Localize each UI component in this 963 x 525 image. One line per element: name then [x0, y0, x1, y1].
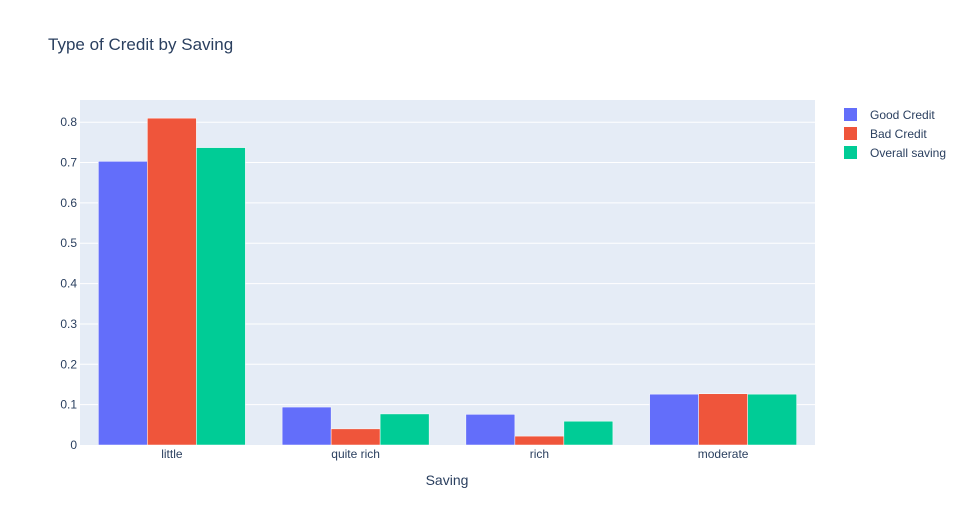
bar	[747, 393, 797, 446]
legend-label: Bad Credit	[870, 127, 927, 141]
bar	[563, 420, 614, 446]
y-tick-label: 0.7	[60, 156, 77, 170]
x-axis-ticks: little quite rich rich moderate	[161, 447, 749, 461]
legend-label: Overall saving	[870, 146, 946, 160]
legend-swatch	[844, 108, 857, 121]
y-tick-label: 0	[70, 438, 77, 452]
y-tick-label: 0.1	[60, 398, 77, 412]
bar	[281, 406, 332, 446]
x-tick-label: rich	[530, 447, 549, 461]
x-axis-title: Saving	[426, 472, 469, 488]
y-tick-label: 0.2	[60, 357, 77, 371]
y-tick-label: 0.3	[60, 317, 77, 331]
legend-swatch	[844, 146, 857, 159]
bar	[465, 414, 516, 446]
bar	[514, 435, 565, 446]
y-tick-label: 0.6	[60, 196, 77, 210]
bar	[147, 117, 197, 446]
chart-title: Type of Credit by Saving	[48, 35, 233, 54]
bar	[330, 428, 381, 446]
y-tick-label: 0.5	[60, 236, 77, 250]
bar	[196, 147, 246, 446]
x-tick-label: quite rich	[331, 447, 380, 461]
bar	[98, 161, 148, 446]
bar	[649, 393, 699, 446]
legend-label: Good Credit	[870, 108, 935, 122]
bar	[698, 393, 748, 446]
bar	[379, 413, 430, 446]
legend[interactable]: Good Credit Bad Credit Overall saving	[844, 108, 946, 160]
y-tick-label: 0.8	[60, 115, 77, 129]
x-tick-label: moderate	[698, 447, 749, 461]
bars	[98, 117, 797, 446]
y-tick-label: 0.4	[60, 277, 77, 291]
y-axis-ticks: 0 0.1 0.2 0.3 0.4 0.5 0.6 0.7 0.8	[60, 115, 77, 452]
legend-swatch	[844, 127, 857, 140]
x-tick-label: little	[161, 447, 183, 461]
